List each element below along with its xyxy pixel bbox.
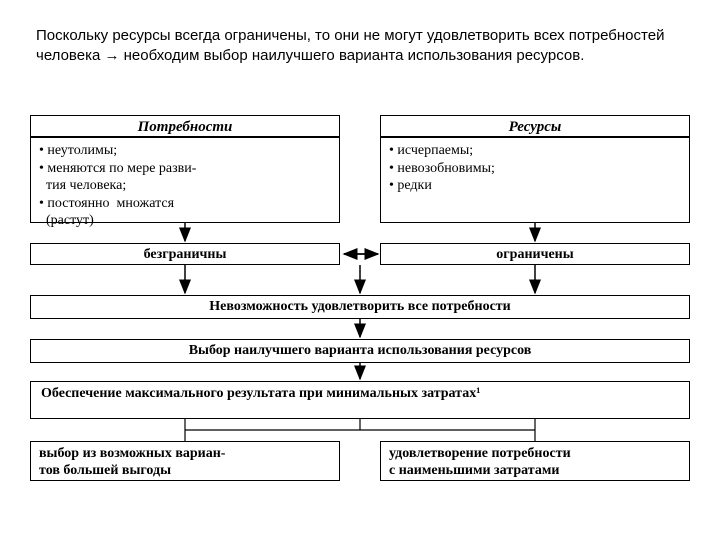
box-bottom-left: выбор из возможных вариан- тов большей в…	[30, 441, 340, 481]
box-choice: Выбор наилучшего варианта использования …	[30, 339, 690, 363]
box-max-result: Обеспечение максимального результата при…	[30, 381, 690, 419]
box-bottom-right: удовлетворение потребности с наименьшими…	[380, 441, 690, 481]
box-needs-bullets: • неутолимы; • меняются по мере разви- т…	[30, 137, 340, 223]
box-needs-header: Потребности	[30, 115, 340, 137]
box-impossibility: Невозможность удовлетворить все потребно…	[30, 295, 690, 319]
resources-bullets-text: • исчерпаемы; • невозобновимы; • редки	[389, 142, 681, 195]
intro-text: Поскольку ресурсы всегда ограничены, то …	[36, 26, 684, 67]
box-resources-bullets: • исчерпаемы; • невозобновимы; • редки	[380, 137, 690, 223]
box-resources-header: Ресурсы	[380, 115, 690, 137]
needs-bullets-text: • неутолимы; • меняются по мере разви- т…	[39, 142, 331, 230]
box-unlimited: безграничны	[30, 243, 340, 265]
box-limited: ограничены	[380, 243, 690, 265]
